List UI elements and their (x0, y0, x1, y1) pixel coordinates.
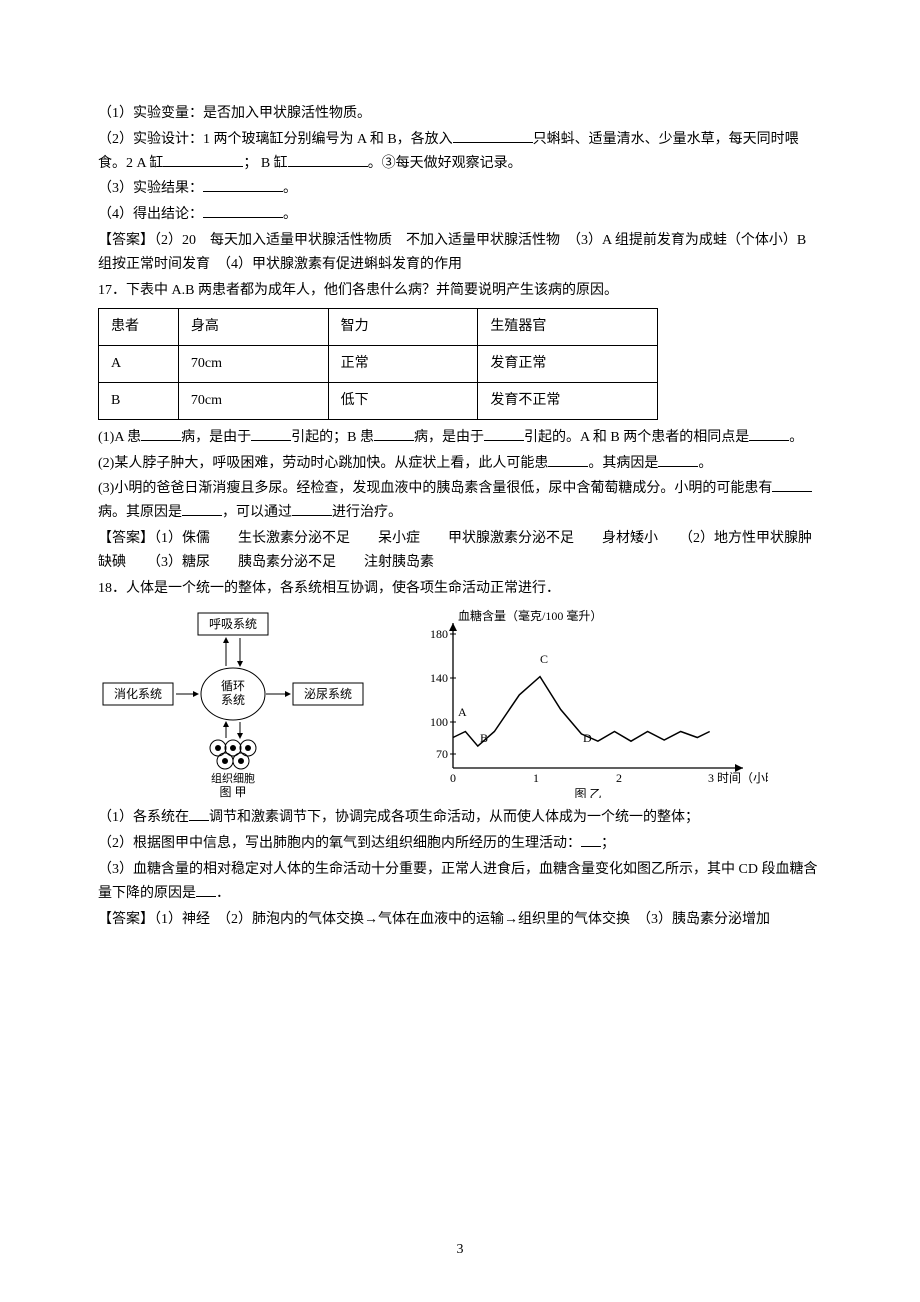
xtick: 0 (450, 771, 456, 785)
table-row: A 70cm 正常 发育正常 (99, 346, 658, 383)
text: ． (216, 886, 230, 901)
q16-answer: 【答案】（2）20 每天加入适量甲状腺活性物质 不加入适量甲状腺活性物 （3）A… (98, 229, 822, 277)
q17-stem: 17．下表中 A.B 两患者都为成年人，他们各患什么病？并简要说明产生该病的原因… (98, 279, 822, 303)
table-row: B 70cm 低下 发育不正常 (99, 382, 658, 419)
q16-sub3-text2: 。 (283, 181, 297, 196)
text: 。 (698, 456, 712, 471)
text: 病。其原因是 (98, 505, 182, 520)
table-cell: 患者 (99, 309, 179, 346)
q18-answer: 【答案】（1）神经 （2）肺泡内的气体交换→气体在血液中的运输→组织里的气体交换… (98, 908, 822, 932)
pt-label: C (540, 652, 548, 666)
blank (203, 191, 283, 192)
blank (288, 166, 368, 167)
table-cell: 智力 (328, 309, 478, 346)
blank (772, 491, 812, 492)
table-cell: A (99, 346, 179, 383)
bottom-label: 组织细胞 (211, 771, 255, 785)
blank (658, 466, 698, 467)
svg-text:系统: 系统 (221, 693, 245, 707)
text: ； (601, 836, 615, 851)
text: 引起的；B 患 (291, 430, 374, 445)
q18-sub3: （3）血糖含量的相对稳定对人体的生命活动十分重要，正常人进食后，血糖含量变化如图… (98, 858, 822, 906)
table-cell: 发育正常 (478, 346, 658, 383)
caption-right: 图 乙 (574, 787, 601, 798)
q16-sub3: （3）实验结果： 。 (98, 177, 822, 201)
text: ，可以通过 (222, 505, 292, 520)
chart-xlabel: 3 时间（小时） (708, 771, 768, 785)
q16-sub3-text: （3）实验结果： (98, 181, 203, 196)
q17-answer: 【答案】（1）侏儒 生长激素分泌不足 呆小症 甲状腺激素分泌不足 身材矮小 （2… (98, 527, 822, 575)
q17-sub3: (3)小明的爸爸日渐消瘦且多尿。经检查，发现血液中的胰岛素含量很低，尿中含葡萄糖… (98, 477, 822, 525)
blank (251, 440, 291, 441)
blank (374, 440, 414, 441)
text: 进行治疗。 (332, 505, 402, 520)
blank (581, 846, 601, 847)
page-number: 3 (457, 1238, 464, 1262)
q16-sub2-text3: ； B 缸 (243, 156, 287, 171)
q16-sub4-text: （4）得出结论： (98, 207, 203, 222)
table-row: 患者 身高 智力 生殖器官 (99, 309, 658, 346)
xtick: 2 (616, 771, 622, 785)
xtick: 1 (533, 771, 539, 785)
diagrams-container: 呼吸系统 消化系统 循环 系统 泌尿系统 组织细胞 图 甲 血糖含量 (98, 608, 822, 798)
blank (548, 466, 588, 467)
table-cell: B (99, 382, 179, 419)
blank (196, 896, 216, 897)
pt-label: A (458, 705, 467, 719)
diagram-left-flowchart: 呼吸系统 消化系统 循环 系统 泌尿系统 组织细胞 图 甲 (98, 608, 378, 798)
ytick: 70 (436, 747, 448, 761)
diagram-right-chart: 血糖含量（毫克/100 毫升） 70 100 140 180 0 1 2 3 时… (408, 608, 768, 798)
text: 病，是由于 (181, 430, 251, 445)
text: 病，是由于 (414, 430, 484, 445)
text: 引起的。A 和 B 两个患者的相同点是 (524, 430, 749, 445)
blank (484, 440, 524, 441)
q18-sub2: （2）根据图甲中信息，写出肺胞内的氧气到达组织细胞内所经历的生理活动： ； (98, 832, 822, 856)
ytick: 100 (430, 715, 448, 729)
q18-stem: 18．人体是一个统一的整体，各系统相互协调，使各项生命活动正常进行． (98, 577, 822, 601)
table-cell: 70cm (178, 346, 328, 383)
q18-sub1: （1）各系统在 调节和激素调节下，协调完成各项生命活动，从而使人体成为一个统一的整… (98, 806, 822, 830)
blank (163, 166, 243, 167)
table-cell: 正常 (328, 346, 478, 383)
q17-sub1: (1)A 患 病，是由于 引起的；B 患 病，是由于 引起的。A 和 B 两个患者的相同… (98, 426, 822, 450)
q16-sub4: （4）得出结论： 。 (98, 203, 822, 227)
blank (203, 217, 283, 218)
blank (189, 820, 209, 821)
right-box-label: 泌尿系统 (304, 687, 352, 701)
svg-text:循环: 循环 (221, 679, 245, 693)
chart-ylabel: 血糖含量（毫克/100 毫升） (458, 608, 602, 623)
q16-sub1: （1）实验变量：是否加入甲状腺活性物质。 (98, 102, 822, 126)
q16-sub4-text2: 。 (283, 207, 297, 222)
text: 。其病因是 (588, 456, 658, 471)
left-box-label: 消化系统 (114, 687, 162, 701)
table-cell: 生殖器官 (478, 309, 658, 346)
caption-left: 图 甲 (219, 785, 246, 798)
blank (749, 440, 789, 441)
q16-sub2-text1: （2）实验设计：1 两个玻璃缸分别编号为 A 和 B，各放入 (98, 132, 453, 147)
patient-table: 患者 身高 智力 生殖器官 A 70cm 正常 发育正常 B 70cm 低下 发… (98, 308, 658, 419)
q17-sub2: (2)某人脖子肿大，呼吸困难，劳动时心跳加快。从症状上看，此人可能患 。其病因是 。 (98, 452, 822, 476)
table-cell: 发育不正常 (478, 382, 658, 419)
table-cell: 身高 (178, 309, 328, 346)
ytick: 180 (430, 627, 448, 641)
text: (1)A 患 (98, 430, 141, 445)
text: （2）根据图甲中信息，写出肺胞内的氧气到达组织细胞内所经历的生理活动： (98, 836, 581, 851)
table-cell: 70cm (178, 382, 328, 419)
blank (453, 142, 533, 143)
q16-sub2-text4: 。③每天做好观察记录。 (368, 156, 522, 171)
table-cell: 低下 (328, 382, 478, 419)
top-box-label: 呼吸系统 (209, 617, 257, 631)
blank (141, 440, 181, 441)
text: （1）各系统在 (98, 810, 189, 825)
text: 。 (789, 430, 803, 445)
text: (2)某人脖子肿大，呼吸困难，劳动时心跳加快。从症状上看，此人可能患 (98, 456, 548, 471)
text: 调节和激素调节下，协调完成各项生命活动，从而使人体成为一个统一的整体； (209, 810, 699, 825)
ytick: 140 (430, 671, 448, 685)
pt-label: D (583, 731, 592, 745)
blank (182, 515, 222, 516)
blank (292, 515, 332, 516)
pt-label: B (480, 731, 488, 745)
q16-sub2: （2）实验设计：1 两个玻璃缸分别编号为 A 和 B，各放入只蝌蚪、适量清水、少… (98, 128, 822, 176)
text: (3)小明的爸爸日渐消瘦且多尿。经检查，发现血液中的胰岛素含量很低，尿中含葡萄糖… (98, 481, 772, 496)
